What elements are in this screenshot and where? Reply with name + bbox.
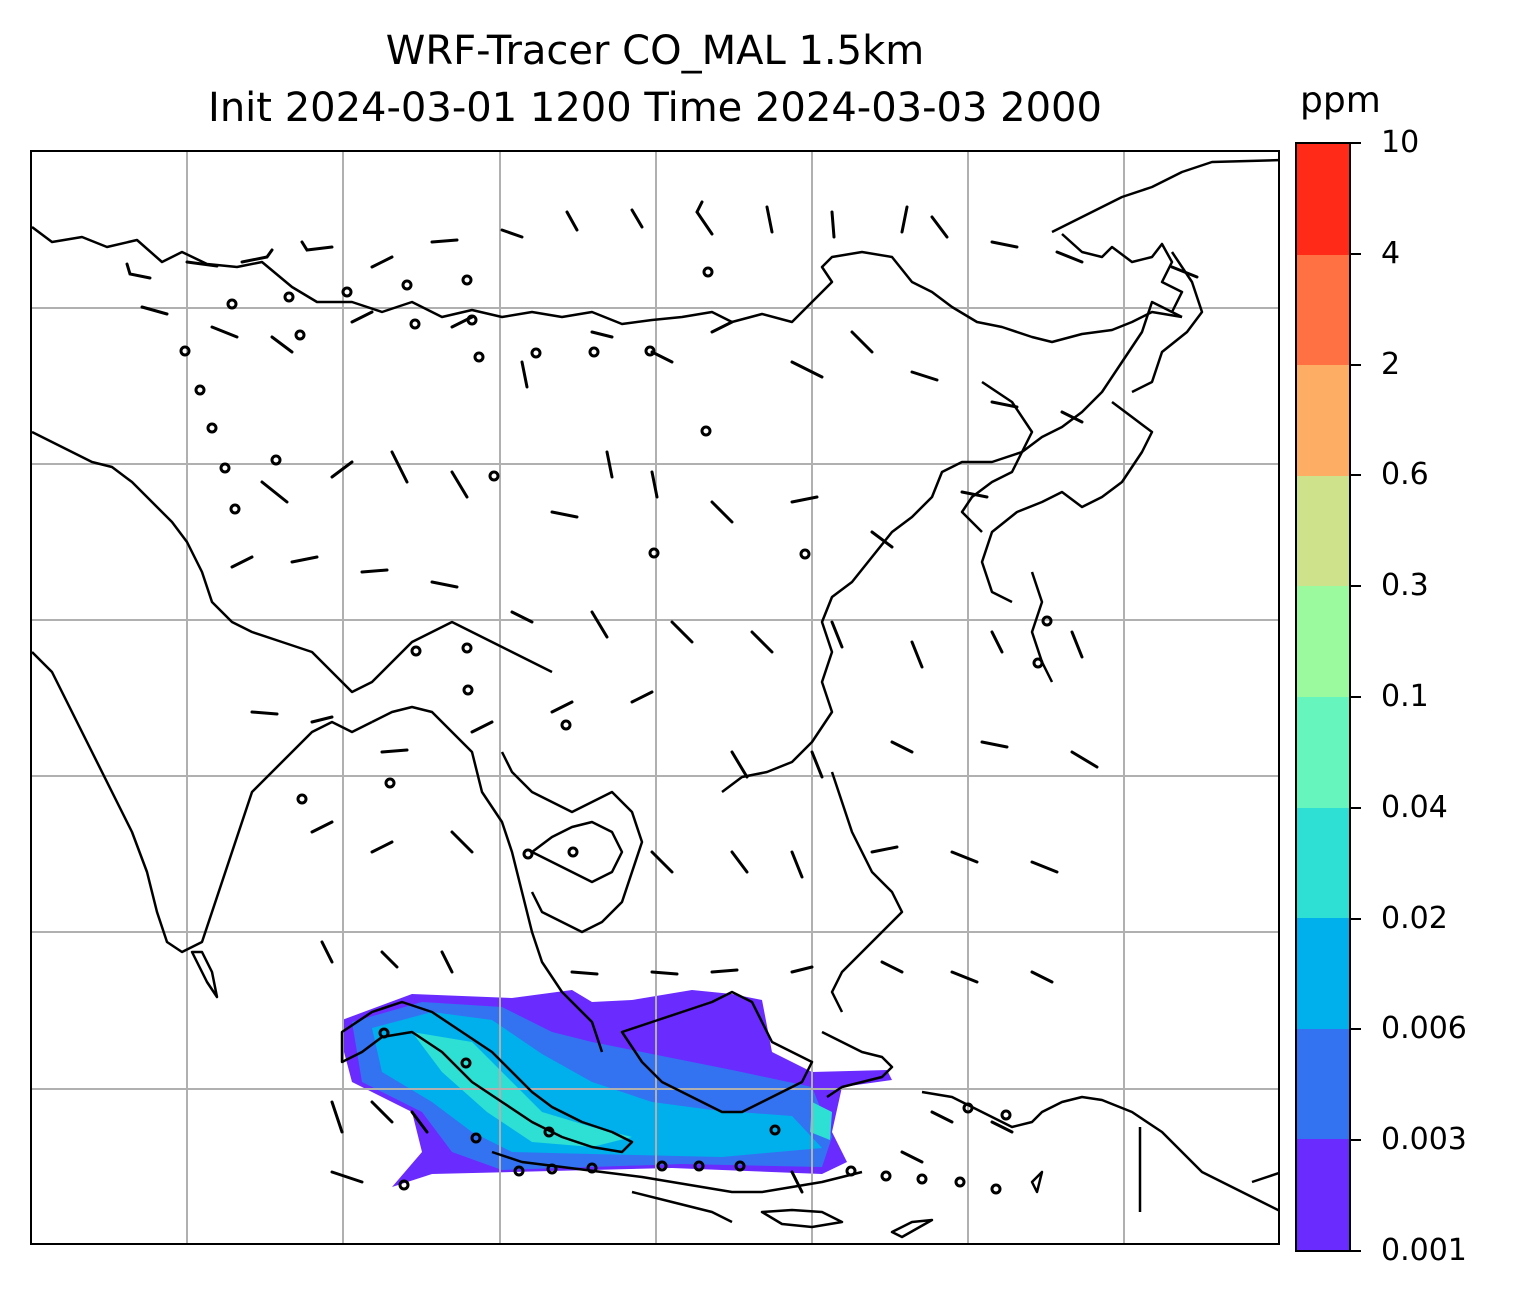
colorbar-tick-label: 0.6 (1381, 457, 1429, 493)
colorbar-segment (1297, 475, 1349, 587)
colorbar-tick-label: 0.003 (1381, 1122, 1467, 1158)
colorbar-tick (1351, 363, 1361, 366)
map-title-line2: Init 2024-03-01 1200 Time 2024-03-03 200… (208, 85, 1102, 131)
colorbar (1295, 142, 1351, 1252)
colorbar-tick-label: 0.3 (1381, 568, 1429, 604)
colorbar-tick (1351, 806, 1361, 809)
colorbar-unit-label: ppm (1300, 80, 1381, 121)
colorbar-tick (1351, 252, 1361, 255)
lat-lon-gridlines (32, 152, 1278, 1243)
colorbar-tick (1351, 585, 1361, 588)
colorbar-tick (1351, 1028, 1361, 1031)
colorbar-segment (1297, 365, 1349, 476)
colorbar-tick (1351, 1139, 1361, 1142)
colorbar-tick (1351, 142, 1361, 144)
plume-level-0.02 (412, 1032, 632, 1147)
coastlines-and-borders (32, 158, 1278, 1239)
colorbar-segment (1297, 697, 1349, 808)
colorbar-segment (1297, 144, 1349, 255)
colorbar-tick (1351, 474, 1361, 477)
colorbar-tick (1351, 917, 1361, 920)
colorbar-tick-label: 0.1 (1381, 679, 1429, 714)
colorbar-tick-label: 0.02 (1381, 900, 1448, 936)
colorbar-tick (1351, 696, 1361, 698)
colorbar-segment (1297, 586, 1349, 698)
colorbar-segment (1297, 1028, 1349, 1140)
colorbar-tick-label: 0.001 (1381, 1233, 1467, 1268)
colorbar-tick-label: 10 (1381, 125, 1420, 160)
map-title-line1: WRF-Tracer CO_MAL 1.5km (385, 28, 925, 74)
colorbar-tick-label: 4 (1381, 235, 1401, 271)
colorbar-segment (1297, 254, 1349, 366)
plume-level-0.04 (810, 1102, 832, 1140)
colorbar-segment (1297, 807, 1349, 919)
colorbar-segment (1297, 1139, 1349, 1250)
colorbar-tick-label: 0.006 (1381, 1011, 1467, 1047)
colorbar-tick-label: 2 (1381, 346, 1401, 382)
map-canvas (32, 152, 1278, 1243)
map-panel (30, 150, 1280, 1245)
colorbar-tick (1351, 1250, 1361, 1252)
colorbar-tick-label: 0.04 (1381, 789, 1448, 825)
colorbar-segment (1297, 918, 1349, 1029)
calm-wind-markers (179, 266, 1053, 1195)
wind-barbs (125, 200, 1199, 1194)
